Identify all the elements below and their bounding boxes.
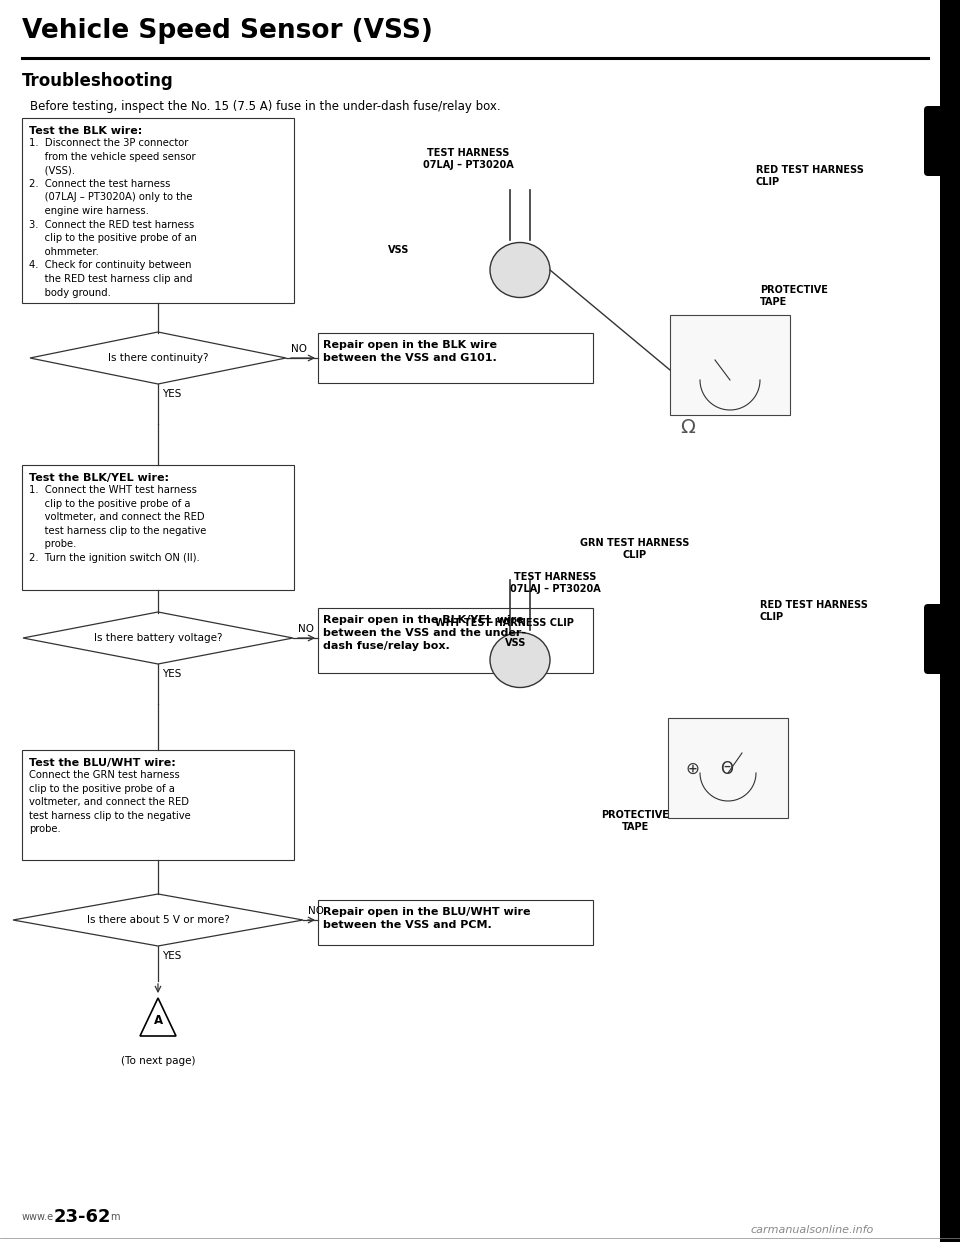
Text: www.e: www.e: [22, 1212, 54, 1222]
Text: Is there battery voltage?: Is there battery voltage?: [94, 633, 223, 643]
Bar: [670, 315, 790, 415]
Text: m: m: [110, 1212, 119, 1222]
Text: RED TEST HARNESS
CLIP: RED TEST HARNESS CLIP: [756, 165, 864, 186]
Text: Is there about 5 V or more?: Is there about 5 V or more?: [86, 915, 229, 925]
Text: TEST HARNESS
07LAJ – PT3020A: TEST HARNESS 07LAJ – PT3020A: [422, 148, 514, 170]
Bar: [22, 465, 294, 590]
Ellipse shape: [490, 242, 550, 298]
Text: Ω: Ω: [680, 419, 695, 437]
Text: Vehicle Speed Sensor (VSS): Vehicle Speed Sensor (VSS): [22, 17, 433, 43]
Text: PROTECTIVE
TAPE: PROTECTIVE TAPE: [760, 284, 828, 307]
Text: GRN TEST HARNESS
CLIP: GRN TEST HARNESS CLIP: [580, 538, 689, 560]
Text: Test the BLK wire:: Test the BLK wire:: [29, 125, 142, 137]
Bar: [940, 0, 960, 1242]
Text: (To next page): (To next page): [121, 1056, 195, 1066]
Bar: [22, 118, 294, 303]
Text: ⊕: ⊕: [685, 760, 699, 777]
Text: RED TEST HARNESS
CLIP: RED TEST HARNESS CLIP: [760, 600, 868, 621]
Text: VSS: VSS: [505, 638, 526, 648]
Text: A: A: [154, 1013, 162, 1026]
Text: Θ: Θ: [720, 760, 733, 777]
FancyBboxPatch shape: [924, 604, 960, 674]
Text: Test the BLU/WHT wire:: Test the BLU/WHT wire:: [29, 758, 176, 768]
Text: Repair open in the BLU/WHT wire
between the VSS and PCM.: Repair open in the BLU/WHT wire between …: [323, 907, 531, 930]
Text: YES: YES: [162, 669, 181, 679]
Text: Repair open in the BLK wire
between the VSS and G101.: Repair open in the BLK wire between the …: [323, 340, 497, 363]
Text: WHT TEST HARNESS CLIP: WHT TEST HARNESS CLIP: [435, 619, 574, 628]
Text: VSS: VSS: [388, 245, 409, 255]
Text: 1.  Disconnect the 3P connector
     from the vehicle speed sensor
     (VSS).
2: 1. Disconnect the 3P connector from the …: [29, 138, 197, 298]
Text: PROTECTIVE
TAPE: PROTECTIVE TAPE: [601, 810, 669, 832]
Text: YES: YES: [162, 951, 181, 961]
Text: NO: NO: [291, 344, 307, 354]
Text: Before testing, inspect the No. 15 (7.5 A) fuse in the under-dash fuse/relay box: Before testing, inspect the No. 15 (7.5 …: [30, 101, 500, 113]
Bar: [318, 900, 593, 945]
Text: Repair open in the BLK/YEL wire
between the VSS and the under-
dash fuse/relay b: Repair open in the BLK/YEL wire between …: [323, 615, 526, 651]
Text: NO: NO: [308, 905, 324, 917]
Text: Troubleshooting: Troubleshooting: [22, 72, 174, 89]
Text: 23-62: 23-62: [54, 1208, 111, 1226]
FancyBboxPatch shape: [924, 106, 960, 176]
Bar: [318, 609, 593, 673]
Text: NO: NO: [298, 623, 314, 633]
Text: TEST HARNESS
07LAJ – PT3020A: TEST HARNESS 07LAJ – PT3020A: [510, 573, 600, 594]
Bar: [668, 718, 788, 818]
Ellipse shape: [490, 632, 550, 688]
Text: YES: YES: [162, 389, 181, 399]
Bar: [22, 750, 294, 859]
Text: carmanualsonline.info: carmanualsonline.info: [750, 1225, 874, 1235]
Text: Connect the GRN test harness
clip to the positive probe of a
voltmeter, and conn: Connect the GRN test harness clip to the…: [29, 770, 191, 835]
Text: Test the BLK/YEL wire:: Test the BLK/YEL wire:: [29, 473, 169, 483]
Text: Is there continuity?: Is there continuity?: [108, 353, 208, 363]
Text: 1.  Connect the WHT test harness
     clip to the positive probe of a
     voltm: 1. Connect the WHT test harness clip to …: [29, 484, 206, 563]
Bar: [318, 333, 593, 383]
